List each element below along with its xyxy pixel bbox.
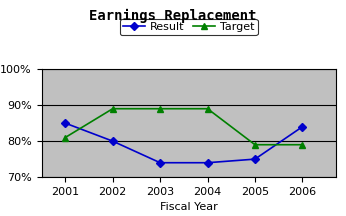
Result	[63, 122, 67, 124]
Line: Result: Result	[63, 120, 305, 165]
Result	[300, 125, 304, 128]
Target	[111, 107, 115, 110]
Target	[158, 107, 162, 110]
Result	[206, 161, 210, 164]
Legend: Result, Target: Result, Target	[120, 19, 257, 35]
Line: Target: Target	[62, 105, 306, 148]
Target	[300, 143, 304, 146]
X-axis label: Fiscal Year: Fiscal Year	[160, 202, 217, 212]
Target	[253, 143, 257, 146]
Target	[206, 107, 210, 110]
Result	[111, 140, 115, 142]
Target	[63, 136, 67, 139]
Result	[253, 158, 257, 160]
Text: Earnings Replacement: Earnings Replacement	[89, 9, 257, 23]
Result	[158, 161, 162, 164]
